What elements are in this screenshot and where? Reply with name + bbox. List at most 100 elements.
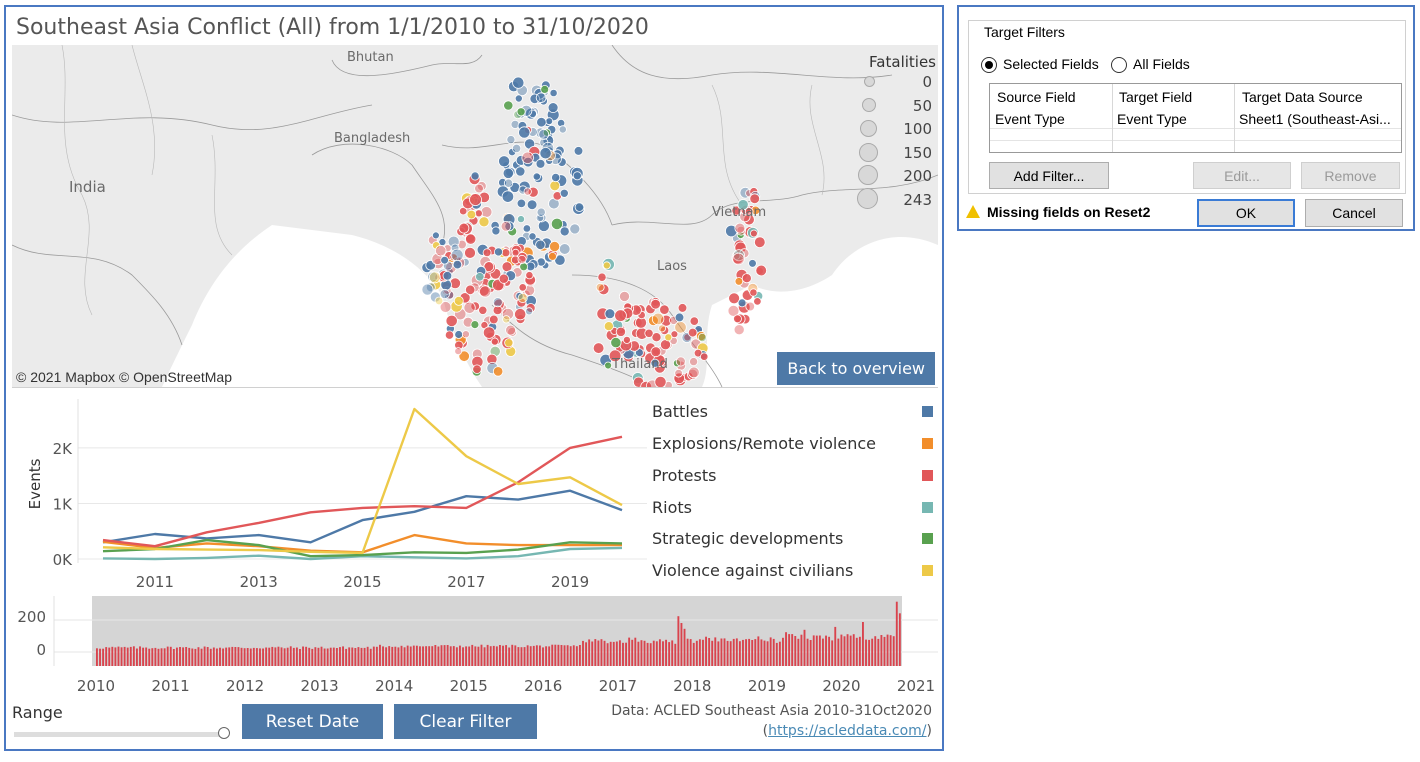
timeline-bar[interactable] bbox=[422, 646, 424, 666]
timeline-bar[interactable] bbox=[200, 648, 203, 666]
cell-source-field[interactable]: Event Type bbox=[995, 111, 1065, 127]
timeline-bar[interactable] bbox=[166, 646, 169, 666]
event-marker[interactable] bbox=[431, 231, 440, 240]
event-marker[interactable] bbox=[454, 340, 464, 351]
timeline-bar[interactable] bbox=[505, 645, 508, 666]
event-marker[interactable] bbox=[515, 166, 526, 177]
timeline-bar[interactable] bbox=[600, 639, 603, 666]
event-marker[interactable] bbox=[502, 315, 511, 324]
conflict-map[interactable]: Bhutan Bangladesh India Vietnam Laos Tha… bbox=[12, 45, 938, 388]
event-marker[interactable] bbox=[548, 251, 557, 261]
event-marker[interactable] bbox=[650, 346, 662, 358]
legend-item-violence[interactable]: Violence against civilians bbox=[652, 561, 854, 580]
event-marker[interactable] bbox=[475, 272, 485, 282]
event-marker[interactable] bbox=[478, 305, 488, 315]
event-marker[interactable] bbox=[659, 304, 670, 315]
event-marker[interactable] bbox=[532, 172, 541, 181]
event-marker[interactable] bbox=[538, 129, 550, 140]
event-marker[interactable] bbox=[452, 259, 463, 270]
timeline-bar[interactable] bbox=[628, 637, 631, 666]
timeline-bar[interactable] bbox=[892, 636, 895, 666]
timeline-bar[interactable] bbox=[388, 646, 391, 666]
event-marker[interactable] bbox=[466, 209, 477, 220]
event-marker[interactable] bbox=[498, 273, 509, 284]
timeline-bar[interactable] bbox=[268, 647, 271, 666]
event-marker[interactable] bbox=[515, 291, 524, 301]
timeline-bar[interactable] bbox=[778, 641, 781, 666]
event-marker[interactable] bbox=[540, 85, 550, 94]
map-attribution[interactable]: © 2021 Mapbox © OpenStreetMap bbox=[16, 369, 232, 385]
event-marker[interactable] bbox=[614, 309, 627, 322]
timeline-bar[interactable] bbox=[526, 645, 529, 666]
timeline-bar[interactable] bbox=[662, 641, 664, 666]
event-marker[interactable] bbox=[529, 93, 540, 105]
timeline-bar[interactable] bbox=[680, 623, 683, 666]
timeline-bar[interactable] bbox=[240, 647, 243, 666]
event-marker[interactable] bbox=[744, 207, 754, 216]
event-marker[interactable] bbox=[488, 314, 499, 325]
timeline-bar[interactable] bbox=[437, 646, 440, 667]
timeline-bar[interactable] bbox=[474, 646, 477, 666]
event-marker[interactable] bbox=[501, 190, 515, 203]
timeline-bar[interactable] bbox=[895, 601, 898, 666]
legend-item-strategic[interactable]: Strategic developments bbox=[652, 529, 844, 548]
event-marker[interactable] bbox=[549, 240, 561, 252]
timeline-bar[interactable] bbox=[517, 647, 520, 666]
timeline-bar[interactable] bbox=[265, 647, 268, 667]
event-marker[interactable] bbox=[558, 243, 571, 255]
timeline-bar[interactable] bbox=[782, 637, 784, 666]
event-marker[interactable] bbox=[478, 216, 490, 228]
timeline-bar[interactable] bbox=[511, 644, 514, 666]
event-marker[interactable] bbox=[480, 206, 493, 218]
timeline-bar[interactable] bbox=[283, 648, 286, 666]
timeline-bar[interactable] bbox=[163, 648, 166, 666]
event-marker[interactable] bbox=[458, 350, 470, 362]
timeline-bar[interactable] bbox=[692, 642, 695, 666]
event-marker[interactable] bbox=[470, 320, 480, 330]
event-marker[interactable] bbox=[469, 193, 482, 207]
event-marker[interactable] bbox=[728, 292, 740, 305]
event-marker[interactable] bbox=[510, 255, 520, 265]
series-line[interactable] bbox=[102, 489, 623, 544]
timeline-bar[interactable] bbox=[542, 647, 544, 666]
timeline-bar[interactable] bbox=[148, 648, 151, 666]
timeline-bar[interactable] bbox=[255, 648, 258, 666]
event-marker[interactable] bbox=[753, 297, 762, 306]
timeline-bar[interactable] bbox=[123, 646, 126, 666]
timeline-bar[interactable] bbox=[455, 647, 458, 666]
legend-item-battles[interactable]: Battles bbox=[652, 402, 708, 421]
timeline-bar[interactable] bbox=[397, 647, 400, 666]
event-marker[interactable] bbox=[511, 143, 522, 154]
event-marker[interactable] bbox=[537, 219, 550, 232]
timeline-bar[interactable] bbox=[459, 645, 461, 666]
timeline-bar[interactable] bbox=[634, 637, 637, 666]
event-marker[interactable] bbox=[472, 364, 482, 374]
event-marker[interactable] bbox=[535, 158, 546, 169]
back-to-overview-button[interactable]: Back to overview bbox=[777, 352, 935, 385]
event-marker[interactable] bbox=[464, 246, 476, 259]
timeline-bar[interactable] bbox=[259, 648, 261, 666]
event-marker[interactable] bbox=[461, 257, 470, 267]
timeline-bar[interactable] bbox=[502, 645, 504, 666]
timeline-bar[interactable] bbox=[443, 645, 446, 666]
timeline-bar[interactable] bbox=[379, 644, 381, 666]
event-marker[interactable] bbox=[528, 232, 537, 241]
timeline-bar[interactable] bbox=[382, 646, 384, 666]
timeline-bar[interactable] bbox=[637, 641, 640, 666]
timeline-bar[interactable] bbox=[151, 648, 154, 666]
event-marker[interactable] bbox=[651, 312, 665, 326]
timeline-bar[interactable] bbox=[788, 634, 791, 666]
timeline-bar[interactable] bbox=[843, 636, 846, 666]
timeline-bar[interactable] bbox=[588, 639, 591, 666]
timeline-bar[interactable] bbox=[280, 647, 283, 666]
event-marker[interactable] bbox=[444, 330, 455, 340]
events-line-chart[interactable]: 0K 1K 2K Events 2011 2013 2015 2017 2019 bbox=[12, 397, 652, 597]
timeline-bar[interactable] bbox=[723, 638, 726, 666]
timeline-bar[interactable] bbox=[738, 641, 741, 666]
timeline-bar[interactable] bbox=[809, 640, 812, 666]
event-marker[interactable] bbox=[677, 303, 688, 313]
timeline-bar[interactable] bbox=[406, 645, 409, 666]
timeline-bar[interactable] bbox=[606, 643, 609, 666]
event-marker[interactable] bbox=[547, 102, 559, 113]
timeline-bar[interactable] bbox=[708, 638, 711, 666]
